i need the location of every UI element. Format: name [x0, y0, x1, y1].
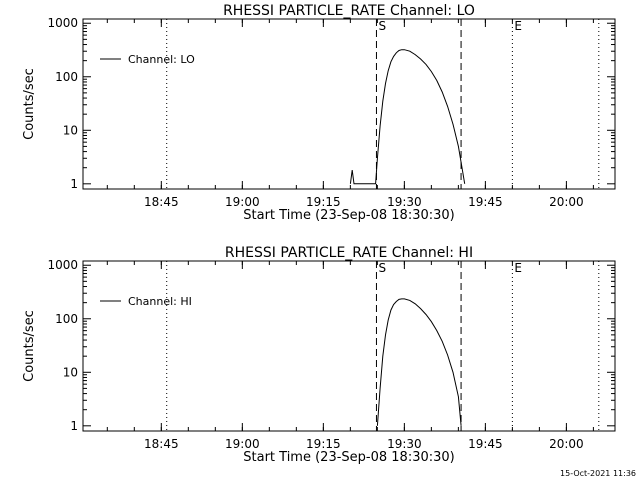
x-tick-label: 18:45 — [144, 195, 179, 209]
x-tick-label: 19:15 — [306, 195, 341, 209]
x-tick-label: 20:00 — [549, 195, 584, 209]
y-tick-label: 10 — [63, 365, 78, 379]
legend-label: Channel: HI — [128, 295, 192, 308]
x-tick-label: 19:45 — [468, 195, 503, 209]
chart-panel-hi: RHESSI PARTICLE_RATE Channel: HI Counts/s… — [22, 245, 616, 465]
plot-frame — [82, 18, 616, 190]
chart-title: RHESSI PARTICLE_RATE Channel: HI — [225, 245, 473, 261]
y-tick-label: 100 — [55, 312, 78, 326]
x-tick-label: 19:30 — [387, 195, 422, 209]
x-tick-label: 19:15 — [306, 437, 341, 451]
marker-label: S — [378, 261, 386, 275]
footer-timestamp: 15-Oct-2021 11:36 — [560, 469, 636, 478]
plot-frame — [82, 260, 616, 432]
y-tick-label: 1000 — [47, 258, 78, 272]
marker-label: E — [514, 19, 522, 33]
x-tick-label: 20:00 — [549, 437, 584, 451]
series-line — [349, 49, 466, 185]
y-tick-label: 10 — [63, 123, 78, 137]
marker-label: E — [514, 261, 522, 275]
legend-label: Channel: LO — [128, 53, 195, 66]
y-tick-label: 100 — [55, 70, 78, 84]
x-tick-label: 18:45 — [144, 437, 179, 451]
x-tick-label: 19:30 — [387, 437, 422, 451]
marker-label: S — [378, 19, 386, 33]
chart-title: RHESSI PARTICLE_RATE Channel: LO — [223, 3, 475, 19]
y-tick-label: 1 — [70, 419, 78, 433]
y-axis-label: Counts/sec — [22, 310, 37, 382]
x-tick-label: 19:00 — [225, 195, 260, 209]
y-axis-label: Counts/sec — [22, 68, 37, 140]
x-tick-label: 19:00 — [225, 437, 260, 451]
series-line — [376, 298, 462, 426]
y-tick-label: 1000 — [47, 16, 78, 30]
chart-panel-lo: RHESSI PARTICLE_RATE Channel: LO Counts/s… — [22, 3, 616, 223]
x-tick-label: 19:45 — [468, 437, 503, 451]
x-axis-label: Start Time (23-Sep-08 18:30:30) — [243, 208, 454, 223]
y-tick-label: 1 — [70, 177, 78, 191]
x-axis-label: Start Time (23-Sep-08 18:30:30) — [243, 450, 454, 465]
